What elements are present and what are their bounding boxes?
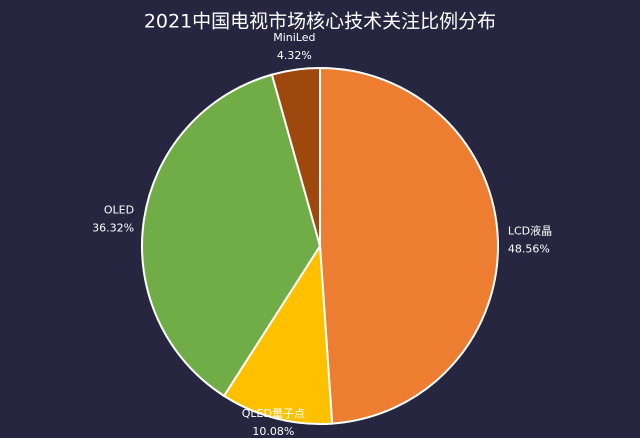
slice-value-label: 10.08%: [252, 425, 294, 438]
chart-title: 2021中国电视市场核心技术关注比例分布: [144, 11, 496, 33]
slice-label: QLED量子点: [242, 407, 305, 420]
slice-value-label: 36.32%: [92, 221, 134, 234]
slice-value-label: 48.56%: [508, 243, 550, 256]
slice-label: MiniLed: [273, 31, 315, 44]
pie-slice: [319, 66, 499, 425]
slice-label: LCD液晶: [508, 224, 552, 238]
pie-slice: [270, 66, 321, 247]
pie-slice: [141, 73, 322, 398]
slice-label: OLED: [104, 203, 134, 216]
pie-slice: [222, 242, 334, 425]
slice-value-label: 4.32%: [277, 49, 312, 62]
